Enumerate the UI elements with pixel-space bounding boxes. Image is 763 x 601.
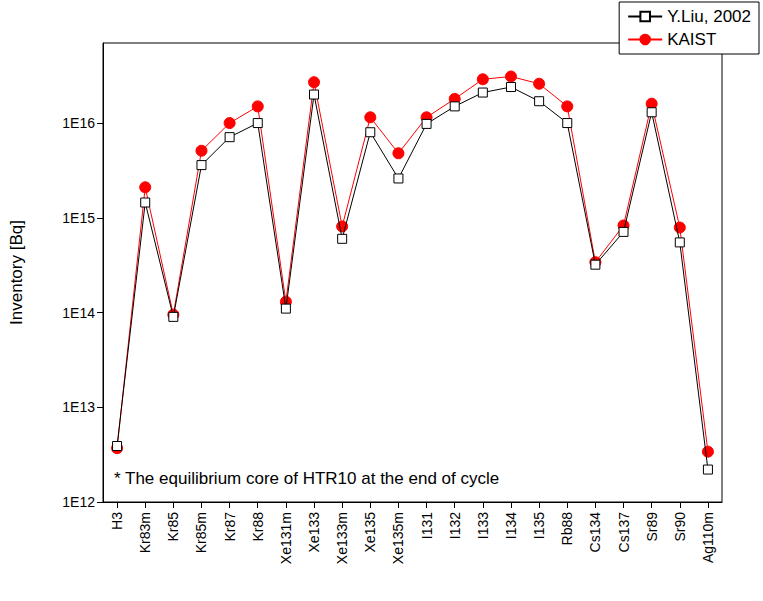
svg-text:Xe133: Xe133 [306, 512, 322, 553]
svg-text:1E12: 1E12 [62, 494, 95, 510]
svg-text:Kr88: Kr88 [250, 512, 266, 542]
svg-text:1E14: 1E14 [62, 305, 95, 321]
svg-text:Rb88: Rb88 [559, 512, 575, 546]
svg-text:I132: I132 [447, 512, 463, 539]
svg-text:KAIST: KAIST [667, 30, 716, 49]
svg-text:1E15: 1E15 [62, 210, 95, 226]
svg-text:Xe135: Xe135 [362, 512, 378, 553]
svg-text:Kr85m: Kr85m [193, 512, 209, 553]
svg-text:Xe135m: Xe135m [390, 512, 406, 564]
svg-text:1E16: 1E16 [62, 115, 95, 131]
svg-text:H3: H3 [109, 512, 125, 530]
svg-text:Inventory [Bq]: Inventory [Bq] [7, 220, 26, 325]
svg-text:* The equilibrium core of HTR1: * The equilibrium core of HTR10 at the e… [114, 469, 499, 488]
svg-text:Kr87: Kr87 [222, 512, 238, 542]
svg-text:Kr85: Kr85 [165, 512, 181, 542]
svg-text:Y.Liu, 2002: Y.Liu, 2002 [667, 7, 751, 26]
svg-text:1E13: 1E13 [62, 399, 95, 415]
svg-text:I134: I134 [503, 512, 519, 539]
svg-text:Xe133m: Xe133m [334, 512, 350, 564]
svg-text:Cs134: Cs134 [587, 512, 603, 553]
svg-text:Ag110m: Ag110m [700, 512, 716, 563]
svg-text:Sr89: Sr89 [644, 512, 660, 542]
svg-text:I133: I133 [475, 512, 491, 539]
svg-text:I131: I131 [419, 512, 435, 539]
svg-text:I135: I135 [531, 512, 547, 539]
svg-text:Kr83m: Kr83m [137, 512, 153, 553]
svg-text:Sr90: Sr90 [672, 512, 688, 542]
svg-text:Xe131m: Xe131m [278, 512, 294, 564]
svg-text:Cs137: Cs137 [616, 512, 632, 553]
